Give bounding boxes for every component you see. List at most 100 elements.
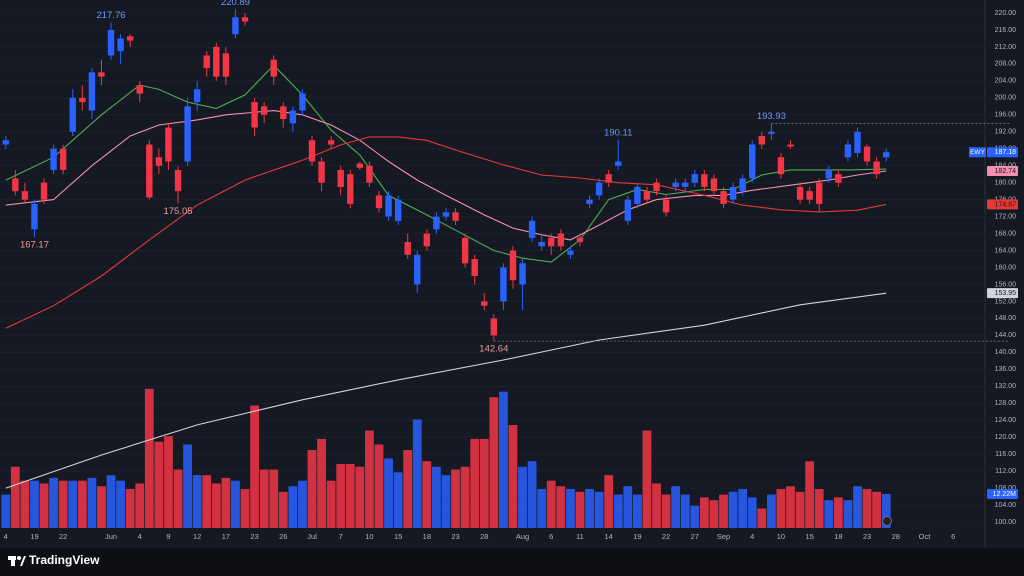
x-tick-label: 26 bbox=[279, 532, 287, 541]
volume-bar bbox=[508, 425, 518, 528]
candle-body bbox=[528, 220, 536, 238]
candle-body bbox=[490, 318, 498, 336]
candle-body bbox=[385, 195, 392, 217]
volume-bar bbox=[690, 505, 700, 528]
y-tick-label: 160.00 bbox=[995, 264, 1017, 271]
price-badge-label: 174.87 bbox=[995, 201, 1017, 208]
x-tick-label: 22 bbox=[59, 532, 67, 541]
price-badge bbox=[987, 166, 1018, 177]
candle-body bbox=[739, 178, 746, 192]
volume-bar bbox=[393, 472, 403, 528]
volume-bar bbox=[192, 475, 202, 528]
y-tick-label: 204.00 bbox=[995, 78, 1017, 85]
x-tick-label: Jul bbox=[307, 532, 317, 541]
volume-bar bbox=[489, 397, 499, 528]
volume-bar bbox=[240, 489, 250, 528]
candle-body bbox=[873, 161, 880, 175]
y-tick-label: 136.00 bbox=[995, 366, 1017, 373]
candle-body bbox=[509, 250, 517, 281]
x-tick-label: 19 bbox=[633, 532, 641, 541]
candle-body bbox=[471, 259, 478, 276]
volume-bar bbox=[30, 480, 39, 528]
volume-bar bbox=[355, 466, 365, 528]
candle-body bbox=[605, 174, 612, 183]
candle-body bbox=[40, 182, 48, 200]
volume-bar bbox=[527, 461, 537, 528]
volume-bar bbox=[460, 466, 470, 528]
candle-body bbox=[193, 89, 201, 103]
candle-body bbox=[31, 203, 38, 230]
y-tick-label: 168.00 bbox=[995, 230, 1017, 237]
symbol-badge bbox=[969, 147, 986, 158]
candle-body bbox=[816, 182, 823, 204]
y-tick-label: 184.00 bbox=[995, 163, 1017, 170]
volume-bar bbox=[719, 494, 728, 528]
x-tick-label: 4 bbox=[750, 532, 754, 541]
x-tick-label: 7 bbox=[339, 532, 343, 541]
candle-body bbox=[576, 237, 584, 243]
candle-body bbox=[586, 199, 593, 204]
x-tick-label: 23 bbox=[250, 532, 258, 541]
volume-bar bbox=[872, 491, 882, 528]
x-tick-label: 4 bbox=[138, 532, 142, 541]
volume-bar bbox=[853, 486, 862, 528]
candle-body bbox=[653, 182, 660, 192]
candle-body bbox=[500, 267, 507, 302]
volume-bar bbox=[298, 480, 307, 528]
candle-body bbox=[538, 242, 545, 247]
moving-average-line bbox=[5, 292, 887, 489]
candle-body bbox=[404, 242, 411, 255]
volume-bar bbox=[250, 405, 259, 528]
y-tick-label: 148.00 bbox=[995, 315, 1017, 322]
candle-body bbox=[519, 263, 526, 285]
candle-body bbox=[729, 186, 737, 200]
x-tick-label: 11 bbox=[576, 532, 584, 541]
volume-bar bbox=[699, 497, 709, 528]
volume-bar bbox=[202, 475, 212, 528]
x-tick-label: 14 bbox=[604, 532, 612, 541]
volume-bar bbox=[833, 497, 843, 528]
candle-body bbox=[720, 191, 727, 204]
volume-bar bbox=[97, 486, 106, 528]
candle-body bbox=[624, 199, 632, 221]
candle-body bbox=[567, 250, 574, 255]
volume-bar bbox=[135, 483, 145, 528]
volume-bar bbox=[365, 430, 374, 528]
moving-average-line bbox=[5, 110, 887, 241]
volume-bar bbox=[307, 450, 317, 528]
volume-bar bbox=[269, 469, 279, 528]
volume-bar bbox=[556, 486, 566, 528]
candle-body bbox=[222, 53, 230, 77]
y-tick-label: 108.00 bbox=[995, 485, 1017, 492]
volume-bar bbox=[68, 480, 78, 528]
candle-body bbox=[844, 144, 852, 158]
volume-bar bbox=[652, 483, 661, 528]
candle-body bbox=[481, 301, 488, 306]
candle-body bbox=[174, 169, 182, 192]
x-tick-label: 27 bbox=[691, 532, 699, 541]
icon bbox=[882, 516, 892, 526]
candle-body bbox=[146, 144, 153, 198]
y-tick-label: 156.00 bbox=[995, 281, 1017, 288]
x-tick-label: 4 bbox=[4, 532, 8, 541]
price-badge-label: 182.74 bbox=[995, 168, 1017, 175]
volume-bar bbox=[623, 486, 633, 528]
volume-bar bbox=[470, 438, 480, 528]
volume-bar bbox=[259, 469, 269, 528]
candle-body bbox=[452, 212, 459, 221]
volume-bar bbox=[231, 480, 240, 528]
x-tick-label: Aug bbox=[516, 532, 529, 541]
volume-bar bbox=[154, 441, 164, 528]
y-tick-label: 140.00 bbox=[995, 349, 1017, 356]
x-tick-label: 22 bbox=[662, 532, 670, 541]
volume-bar bbox=[565, 489, 575, 528]
x-tick-label: 12 bbox=[193, 532, 201, 541]
x-tick-label: 10 bbox=[365, 532, 373, 541]
y-tick-label: 128.00 bbox=[995, 400, 1017, 407]
x-tick-label: 15 bbox=[394, 532, 402, 541]
volume-bar bbox=[1, 494, 11, 528]
candle-body bbox=[682, 182, 689, 187]
y-tick-label: 100.00 bbox=[995, 519, 1017, 526]
price-badge bbox=[987, 488, 1018, 499]
volume-bar bbox=[843, 500, 853, 528]
